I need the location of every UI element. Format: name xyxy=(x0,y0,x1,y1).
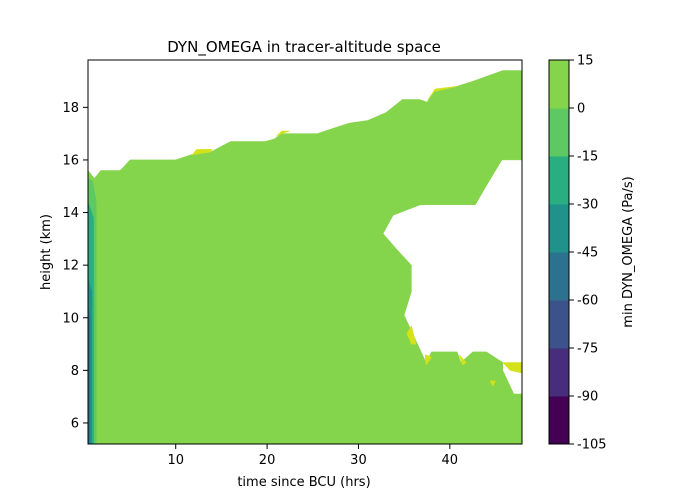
x-tick-label: 40 xyxy=(442,453,459,468)
contour-region-1-5 xyxy=(191,149,213,156)
contour-regions xyxy=(87,70,523,445)
x-tick-label: 30 xyxy=(350,453,367,468)
colorbar: -105 -90 -75 -60 -45 -30 -15 0 15 min DYN_OMEGA … xyxy=(548,54,636,453)
colorbar-tick-label: -45 xyxy=(577,246,598,261)
colorbar-ticks: -105 -90 -75 -60 -45 -30 -15 0 15 xyxy=(569,54,607,453)
colorbar-band xyxy=(549,156,569,205)
chart-title: DYN_OMEGA in tracer-altitude space xyxy=(167,38,441,57)
colorbar-label: min DYN_OMEGA (Pa/s) xyxy=(621,176,636,327)
y-tick-label: 14 xyxy=(62,206,79,221)
y-tick-label: 16 xyxy=(62,153,79,168)
contour-region-1-4 xyxy=(489,380,496,387)
colorbar-tick-label: -60 xyxy=(577,294,598,309)
x-axis-ticks: 10 20 30 40 xyxy=(167,444,458,468)
colorbar-band xyxy=(549,396,569,445)
x-tick-label: 20 xyxy=(259,453,276,468)
x-axis-label: time since BCU (hrs) xyxy=(237,475,370,490)
colorbar-tick-label: -105 xyxy=(577,438,607,453)
colorbar-band xyxy=(549,108,569,157)
y-tick-label: 6 xyxy=(71,416,79,431)
plot-frame xyxy=(87,59,523,445)
y-tick-label: 8 xyxy=(71,364,79,379)
colorbar-band xyxy=(549,60,569,109)
contour-region-1-1 xyxy=(424,354,432,366)
colorbar-bands xyxy=(549,60,569,445)
contour-region-1-6 xyxy=(276,130,290,137)
contour-region-1-2 xyxy=(458,354,467,366)
plot-area: 10 20 30 40 6 8 10 12 14 16 18 xyxy=(62,59,523,468)
colorbar-band xyxy=(549,348,569,397)
colorbar-tick-label: 0 xyxy=(577,102,585,117)
colorbar-band xyxy=(549,300,569,349)
colorbar-tick-label: -75 xyxy=(577,342,598,357)
x-tick-label: 10 xyxy=(167,453,184,468)
colorbar-tick-label: -30 xyxy=(577,198,598,213)
colorbar-tick-label: -15 xyxy=(577,150,598,165)
y-tick-label: 10 xyxy=(62,311,79,326)
y-tick-label: 18 xyxy=(62,101,79,116)
y-tick-label: 12 xyxy=(62,259,79,274)
colorbar-tick-label: -90 xyxy=(577,390,598,405)
colorbar-band xyxy=(549,204,569,253)
y-axis-ticks: 6 8 10 12 14 16 18 xyxy=(62,101,88,431)
contour-region-1-7 xyxy=(427,86,458,100)
y-axis-label: height (km) xyxy=(39,214,54,290)
colorbar-band xyxy=(549,252,569,301)
contour-region-1-0 xyxy=(406,324,417,345)
colorbar-tick-label: 15 xyxy=(577,54,594,69)
